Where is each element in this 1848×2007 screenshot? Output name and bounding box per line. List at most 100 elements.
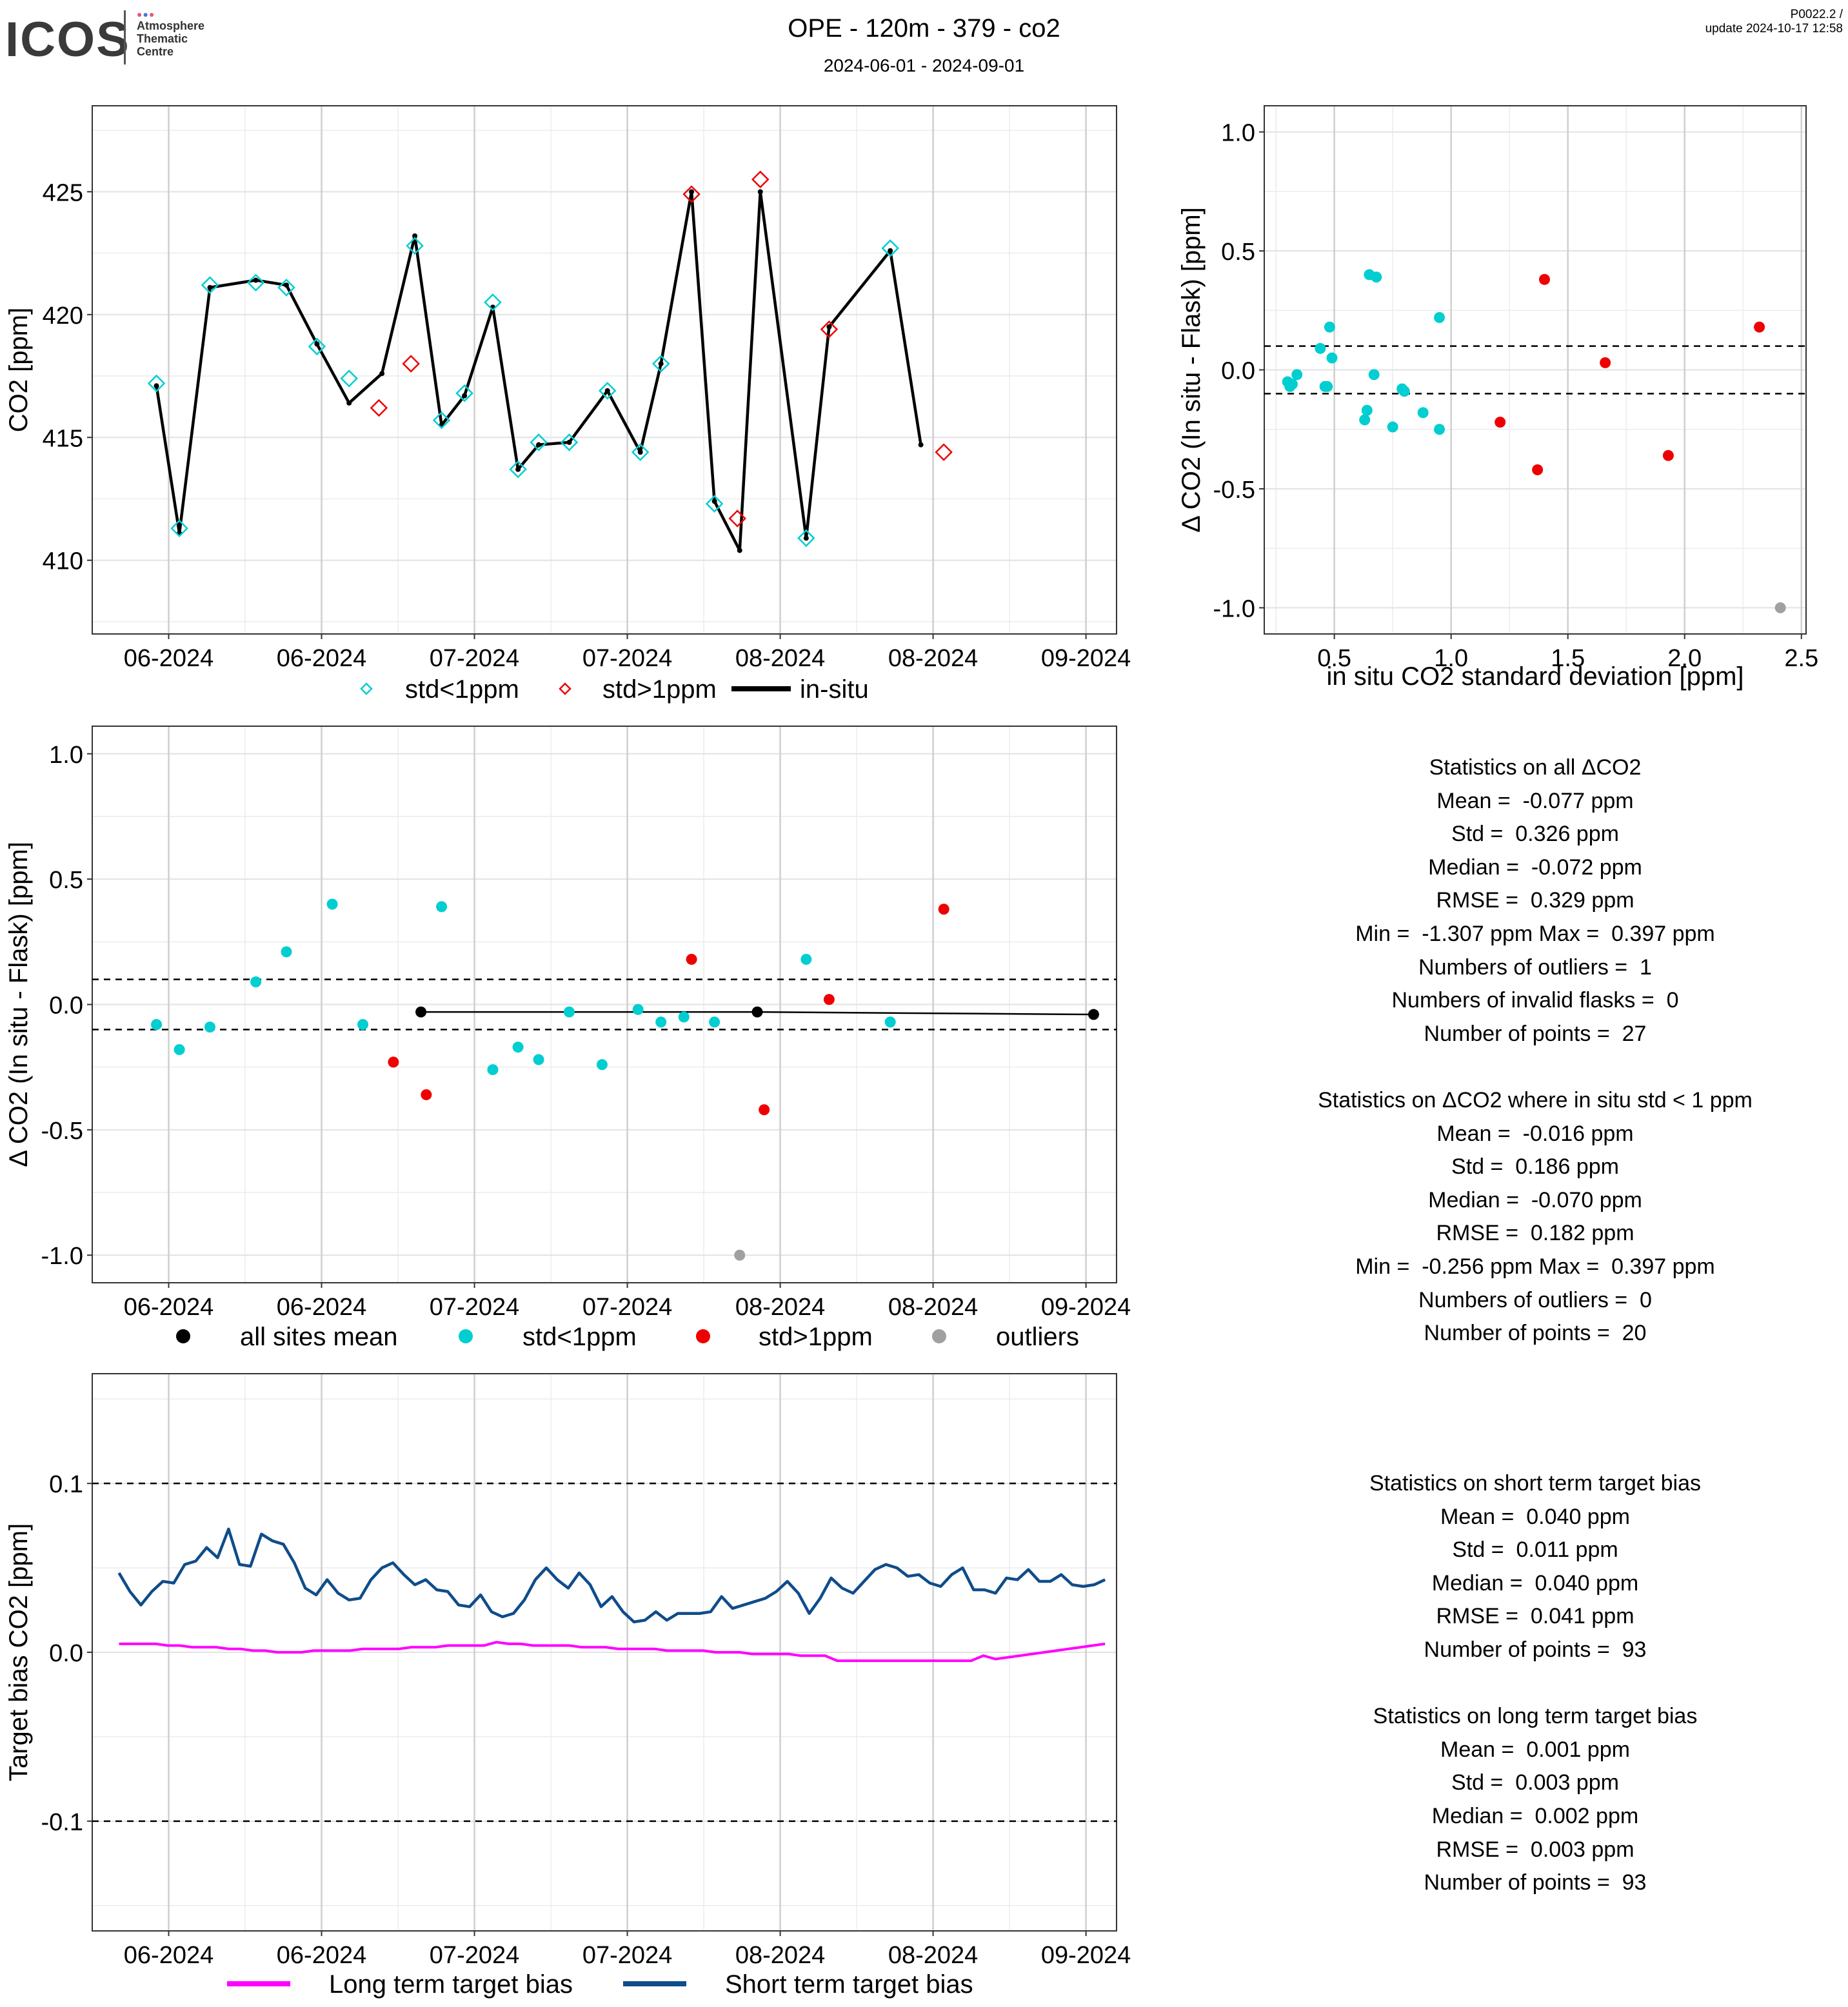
x-tick-label: 06-2024	[124, 1942, 214, 1969]
stats-line	[1251, 1051, 1819, 1084]
insitu-point	[314, 341, 320, 347]
stats-line: Statistics on long term target bias	[1373, 1704, 1698, 1729]
stats-line: Std = 0.011 ppm	[1452, 1537, 1618, 1563]
insitu-point	[253, 277, 259, 283]
page-title: OPE - 120m - 379 - co2	[788, 14, 1060, 43]
insitu-point	[536, 442, 542, 448]
y-tick-label: 0.0	[1221, 358, 1255, 385]
version-label: P0022.2 /	[1790, 8, 1843, 21]
point-std-lt1	[709, 1016, 720, 1028]
logo-divider	[124, 10, 126, 64]
x-tick-label: 1.0	[1434, 645, 1468, 672]
insitu-point	[604, 388, 610, 393]
short-term-bias-line	[117, 1527, 1106, 1624]
x-tick-label: 07-2024	[430, 1294, 519, 1321]
point-std-gt1	[823, 994, 835, 1005]
y-tick-label: -1.0	[1213, 595, 1255, 622]
insitu-point	[346, 400, 352, 406]
x-tick-label: 09-2024	[1041, 1942, 1131, 1969]
point-std-lt1	[884, 1016, 896, 1028]
stats-line: Median = 0.040 ppm	[1431, 1570, 1639, 1596]
x-tick-label: 08-2024	[888, 1294, 978, 1321]
x-tick-label: 08-2024	[888, 645, 978, 672]
long-term-bias-line	[119, 1641, 1106, 1663]
stats-line: Min = -1.307 ppm Max = 0.397 ppm	[1355, 921, 1715, 946]
legend-label: std>1ppm	[602, 675, 717, 704]
point-std-lt1	[1417, 407, 1429, 419]
insitu-point	[412, 233, 418, 239]
stats-line: Statistics on ΔCO2 where in situ std < 1…	[1318, 1087, 1753, 1112]
point-std-lt1	[326, 898, 338, 910]
flask-point-std-lt1	[598, 382, 617, 400]
flask-point-std-lt1	[201, 276, 219, 294]
y-axis-title: Δ CO2 (In situ - Flask) [ppm]	[1177, 207, 1206, 533]
point-std-lt1	[1387, 421, 1398, 433]
legend-key-all-sites-mean	[176, 1329, 190, 1343]
point-std-lt1	[204, 1021, 216, 1033]
flask-point-std-lt1	[340, 370, 358, 388]
x-tick-label: 06-2024	[124, 1294, 214, 1321]
insitu-point	[757, 189, 763, 195]
flask-point-std-lt1	[705, 495, 724, 513]
insitu-point	[689, 189, 695, 195]
point-all-sites-mean	[415, 1006, 427, 1018]
x-tick-label: 06-2024	[277, 1942, 366, 1969]
point-std-lt1	[563, 1006, 575, 1018]
y-tick-label: 0.0	[49, 1640, 83, 1667]
x-tick-label: 2.0	[1667, 645, 1702, 672]
point-std-lt1	[281, 946, 292, 958]
insitu-point	[207, 284, 213, 290]
point-std-lt1	[174, 1043, 185, 1055]
stats-line: Numbers of invalid flasks = 0	[1391, 988, 1679, 1013]
insitu-point	[566, 439, 572, 445]
y-tick-label: 425	[43, 179, 83, 206]
point-std-lt1	[800, 954, 812, 965]
point-std-lt1	[1291, 369, 1303, 381]
y-tick-label: 0.0	[49, 993, 83, 1020]
x-tick-label: 07-2024	[430, 1942, 519, 1969]
flask-point-std-gt1	[820, 320, 839, 339]
flask-point-std-lt1	[455, 384, 473, 402]
point-std-gt1	[686, 954, 697, 965]
stats-line: Std = 0.003 ppm	[1451, 1770, 1619, 1795]
x-tick-label: 08-2024	[735, 1942, 825, 1969]
legend-label: Long term target bias	[329, 1970, 573, 1999]
point-std-gt1	[1662, 450, 1674, 461]
point-std-lt1	[436, 901, 448, 913]
stats-line: Median = -0.072 ppm	[1428, 855, 1642, 880]
legend-label: Short term target bias	[725, 1970, 973, 1999]
insitu-point	[379, 371, 385, 377]
stats-line: Mean = -0.016 ppm	[1436, 1121, 1634, 1146]
stats-line: Numbers of outliers = 0	[1418, 1287, 1652, 1312]
stats-line: Median = -0.070 ppm	[1428, 1187, 1642, 1212]
point-std-lt1	[1315, 342, 1326, 354]
y-tick-label: -0.5	[41, 1118, 83, 1145]
flask-point-std-lt1	[530, 433, 548, 451]
x-tick-label: 08-2024	[888, 1942, 978, 1969]
point-std-lt1	[1286, 379, 1298, 390]
stats-line: Min = -0.256 ppm Max = 0.397 ppm	[1355, 1254, 1715, 1279]
x-tick-label: 07-2024	[582, 1294, 672, 1321]
flask-point-std-lt1	[651, 355, 670, 373]
stats-target-bias: Statistics on short term target bias Mean…	[1251, 1467, 1819, 1900]
flask-point-std-lt1	[246, 273, 265, 292]
point-std-lt1	[596, 1059, 608, 1071]
y-tick-label: -0.5	[1213, 477, 1255, 504]
y-tick-label: 1.0	[49, 742, 83, 769]
point-std-lt1	[487, 1064, 499, 1076]
point-std-gt1	[1754, 321, 1765, 333]
stats-line: Median = 0.002 ppm	[1431, 1803, 1639, 1828]
point-std-gt1	[1538, 273, 1550, 285]
y-axis-title: CO2 [ppm]	[5, 308, 33, 432]
flask-point-std-lt1	[432, 411, 451, 430]
legend-label: std>1ppm	[759, 1323, 873, 1351]
flask-point-std-lt1	[560, 433, 579, 451]
x-tick-label: 09-2024	[1041, 645, 1131, 672]
logo-subtitle: Atmosphere Thematic Centre	[137, 19, 221, 58]
version-info: P0022.2 / update 2024-10-17 12:58	[1705, 8, 1843, 36]
flask-point-std-gt1	[682, 185, 700, 203]
point-std-lt1	[1434, 311, 1446, 323]
y-tick-label: 420	[43, 302, 83, 330]
point-std-lt1	[250, 976, 262, 988]
flask-point-std-lt1	[308, 337, 326, 356]
